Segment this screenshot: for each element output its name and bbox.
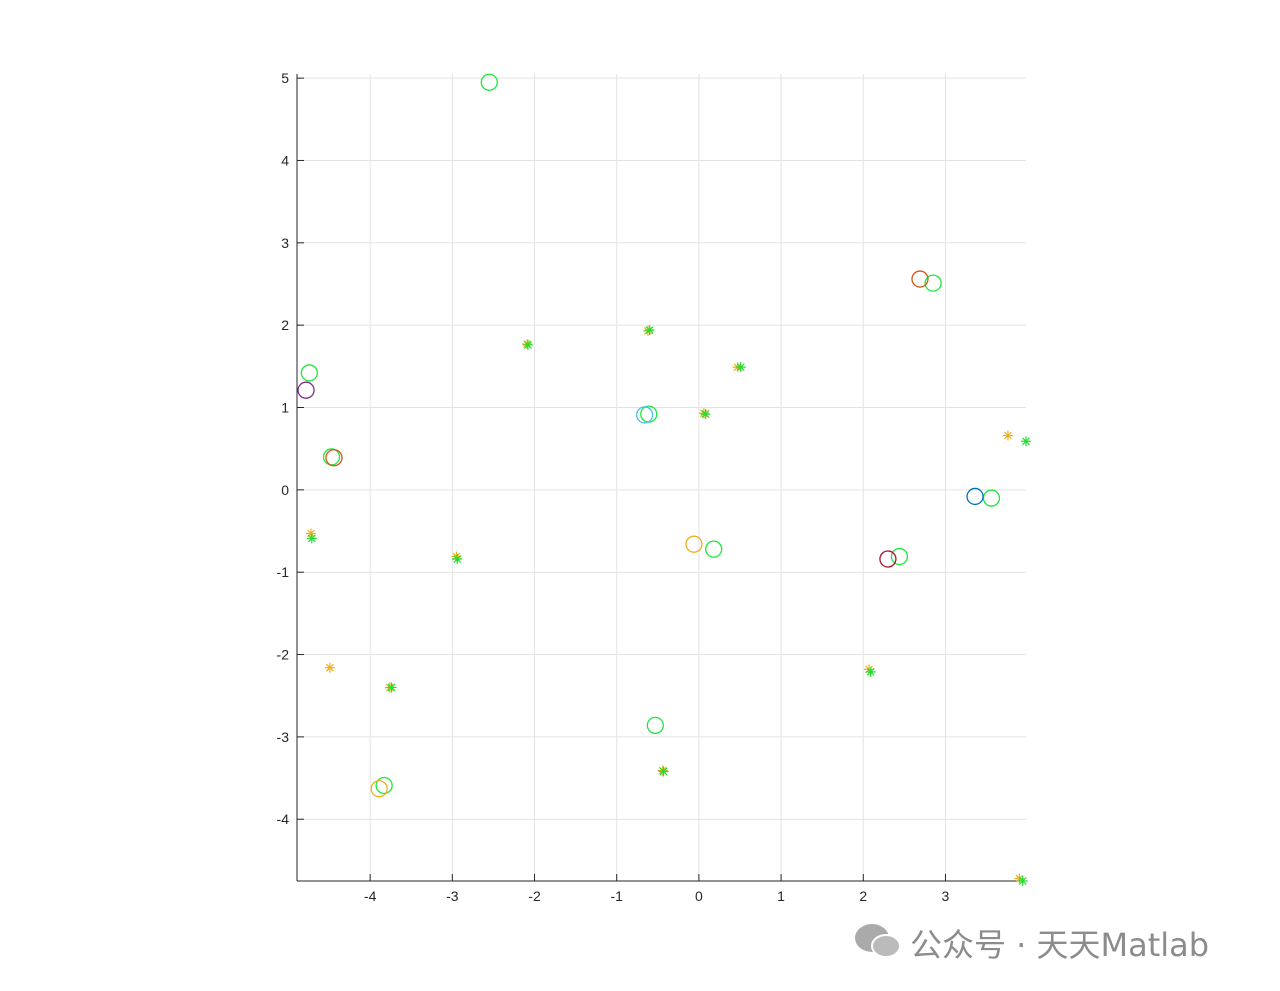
agent-marker	[890, 547, 909, 566]
agent-marker	[297, 381, 315, 399]
agent-marker	[636, 406, 654, 424]
watermark: 公众号 · 天天Matlab	[910, 926, 1210, 964]
x-tick-label: 2	[859, 888, 867, 904]
target-marker	[644, 325, 655, 336]
target-marker	[305, 528, 316, 539]
y-tick-label: -3	[277, 729, 290, 745]
target-marker	[452, 554, 463, 565]
agent-marker	[911, 270, 929, 288]
y-tick-label: -2	[277, 647, 290, 663]
y-tick-label: 3	[281, 235, 289, 251]
y-tick-label: -4	[277, 811, 290, 827]
agent-marker	[375, 776, 393, 795]
y-tick-label: 1	[281, 400, 289, 416]
agent-marker	[325, 449, 343, 467]
target-marker	[1021, 436, 1031, 447]
agent-marker	[370, 780, 388, 798]
x-tick-label: 0	[695, 888, 703, 904]
target-marker	[1002, 430, 1013, 441]
agent-marker	[982, 489, 1001, 507]
x-tick-label: -4	[364, 888, 377, 904]
agent-marker	[879, 550, 897, 568]
target-marker	[700, 409, 711, 420]
target-marker	[865, 666, 876, 677]
agent-marker	[300, 364, 318, 382]
y-tick-label: -1	[277, 564, 290, 580]
x-tick-label: -3	[446, 888, 459, 904]
x-tick-label: 3	[942, 888, 950, 904]
target-marker	[1017, 876, 1028, 886]
x-tick-label: -2	[528, 888, 541, 904]
target-marker	[735, 362, 746, 373]
y-tick-label: 2	[281, 317, 289, 333]
agent-marker	[966, 487, 984, 506]
y-tick-label: 5	[281, 70, 289, 86]
agent-marker	[685, 535, 703, 553]
target-marker	[658, 766, 669, 777]
x-tick-label: -1	[610, 888, 623, 904]
target-marker	[522, 339, 533, 350]
x-tick-label: 1	[777, 888, 785, 904]
y-tick-label: 0	[281, 482, 289, 498]
agent-marker	[705, 540, 723, 558]
target-marker	[306, 533, 317, 544]
wechat-icon	[855, 924, 901, 958]
agent-marker	[480, 73, 498, 91]
target-marker	[324, 662, 335, 673]
agent-marker	[924, 274, 942, 292]
agent-marker	[646, 716, 664, 735]
target-marker	[386, 682, 397, 693]
y-tick-label: 4	[281, 152, 289, 168]
target-marker	[451, 551, 462, 562]
